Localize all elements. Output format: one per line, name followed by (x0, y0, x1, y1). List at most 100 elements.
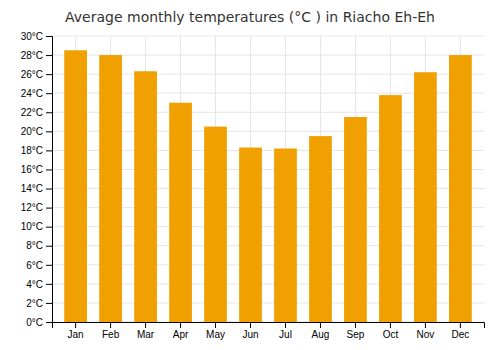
bar (344, 117, 367, 322)
tick-mark (46, 74, 52, 75)
tick-mark (46, 169, 52, 170)
bar (169, 103, 192, 322)
tick-label: 6°C (26, 260, 43, 271)
tick: 16°C (21, 164, 52, 175)
tick-mark (425, 322, 426, 328)
tick-label: Sep (347, 329, 365, 340)
bar (239, 148, 262, 322)
tick: 24°C (21, 88, 52, 99)
tick-label: 18°C (21, 145, 43, 156)
tick-label: 4°C (26, 279, 43, 290)
tick: 4°C (26, 279, 52, 290)
bar (274, 148, 297, 322)
tick-mark (46, 303, 52, 304)
tick: 12°C (21, 202, 52, 213)
x-axis: Jan Feb Mar Apr May Jun Jul Aug Sep Oct Nov Dec (53, 322, 485, 340)
tick-label: 22°C (21, 107, 43, 118)
tick: 28°C (21, 50, 52, 61)
tick: May (206, 322, 225, 340)
grid-line-y (52, 36, 484, 37)
tick-label: 2°C (26, 298, 43, 309)
tick-label: Feb (102, 329, 120, 340)
bar (64, 50, 87, 322)
tick: 26°C (21, 69, 52, 80)
tick-label: 12°C (21, 202, 43, 213)
tick-label: 16°C (21, 164, 43, 175)
tick-mark (46, 131, 52, 132)
tick-mark (46, 322, 52, 323)
bar (309, 136, 332, 322)
tick-label: 8°C (26, 240, 43, 251)
bar (449, 55, 472, 322)
plot: Jan Feb Mar Apr May Jun Jul Aug Sep Oct Nov Dec 0°C 2… (21, 31, 485, 340)
bar (379, 95, 402, 322)
tick: Oct (383, 322, 399, 340)
tick-label: Oct (383, 329, 399, 340)
tick: 22°C (21, 107, 52, 118)
tick: Feb (102, 322, 120, 340)
tick-label: 26°C (21, 69, 43, 80)
tick-mark (390, 322, 391, 328)
tick-label: Mar (137, 329, 155, 340)
bar (99, 55, 122, 322)
grid (52, 36, 484, 322)
y-axis: 0°C 2°C 4°C 6°C 8°C 10°C 12°C 14°C 16°C 18°C 20°C 2… (21, 31, 53, 328)
axis-line (53, 323, 485, 329)
chart: Average monthly temperatures (°C ) in Ri… (0, 0, 500, 350)
tick-label: 28°C (21, 50, 43, 61)
bar (204, 127, 227, 322)
tick-label: 10°C (21, 221, 43, 232)
tick: Dec (451, 322, 469, 340)
tick-mark (75, 322, 76, 328)
tick-mark (46, 284, 52, 285)
tick-mark (215, 322, 216, 328)
tick-mark (320, 322, 321, 328)
tick-label: Aug (312, 329, 330, 340)
tick: 2°C (26, 298, 52, 309)
tick: 10°C (21, 221, 52, 232)
tick-label: 0°C (26, 317, 43, 328)
tick-mark (145, 322, 146, 328)
tick-mark (460, 322, 461, 328)
tick-mark (46, 189, 52, 190)
tick: Aug (312, 322, 330, 340)
tick: Mar (137, 322, 155, 340)
tick-label: Jul (279, 329, 292, 340)
tick-label: Jun (242, 329, 258, 340)
tick-mark (180, 322, 181, 328)
tick: 6°C (26, 260, 52, 271)
tick-mark (355, 322, 356, 328)
tick: Jul (279, 322, 292, 340)
tick-label: 24°C (21, 88, 43, 99)
tick-mark (46, 246, 52, 247)
tick-mark (46, 93, 52, 94)
tick-mark (46, 112, 52, 113)
tick-mark (46, 36, 52, 37)
tick-mark (46, 208, 52, 209)
tick: 18°C (21, 145, 52, 156)
tick-mark (46, 55, 52, 56)
tick: Apr (173, 322, 189, 340)
tick: 0°C (26, 317, 52, 328)
tick-label: 20°C (21, 126, 43, 137)
tick-label: Nov (417, 329, 435, 340)
axis-line (46, 37, 53, 323)
tick: Nov (417, 322, 435, 340)
tick-mark (110, 322, 111, 328)
tick: Sep (347, 322, 365, 340)
tick-label: 30°C (21, 31, 43, 42)
bars (64, 50, 472, 322)
title: Average monthly temperatures (°C ) in Ri… (65, 9, 435, 25)
tick-label: 14°C (21, 183, 43, 194)
tick: Jun (242, 322, 258, 340)
bar (414, 72, 437, 322)
tick: 30°C (21, 31, 52, 42)
tick: 14°C (21, 183, 52, 194)
tick: 8°C (26, 240, 52, 251)
tick-label: Dec (451, 329, 469, 340)
tick-mark (46, 227, 52, 228)
tick-mark (285, 322, 286, 328)
tick: Jan (68, 322, 84, 340)
tick: 20°C (21, 126, 52, 137)
bar (134, 71, 157, 322)
